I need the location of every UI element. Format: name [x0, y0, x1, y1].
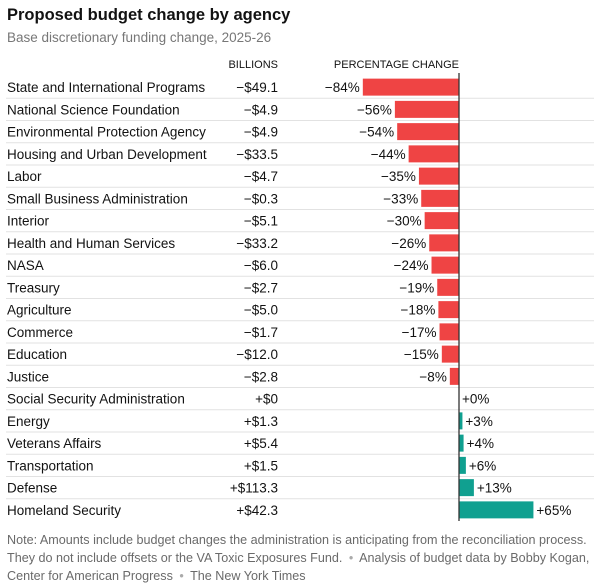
percentage-bar: [459, 412, 463, 430]
separator-dot: •: [179, 569, 184, 583]
percentage-label: +65%: [536, 503, 571, 518]
percentage-bar: [459, 456, 466, 474]
agency-label: Education: [7, 347, 67, 362]
percentage-label: −8%: [419, 369, 446, 384]
percentage-column-header: PERCENTAGE CHANGE: [334, 59, 459, 71]
billions-value: +$113.3: [230, 481, 278, 496]
agency-label: Treasury: [7, 280, 60, 295]
billions-value: −$33.5: [236, 147, 278, 162]
percentage-bar: [441, 345, 459, 363]
percentage-label: +3%: [465, 414, 492, 429]
source-text: Analysis of budget data by Bobby Kogan, …: [7, 551, 590, 583]
percentage-label: +13%: [477, 481, 512, 496]
percentage-bar: [438, 301, 459, 319]
billions-value: −$33.2: [236, 236, 278, 251]
agency-label: State and International Programs: [7, 80, 205, 95]
chart-subtitle: Base discretionary funding change, 2025-…: [7, 30, 272, 45]
agency-label: Defense: [7, 481, 57, 496]
percentage-label: +4%: [467, 436, 494, 451]
percentage-bar: [449, 367, 459, 385]
percentage-bar: [459, 479, 474, 497]
agency-label: Environmental Protection Agency: [7, 125, 206, 140]
percentage-label: −30%: [387, 214, 422, 229]
footnote: Note: Amounts include budget changes the…: [7, 531, 595, 585]
agency-label: Veterans Affairs: [7, 436, 102, 451]
credit-text: The New York Times: [190, 569, 306, 583]
billions-value: +$42.3: [236, 503, 278, 518]
billions-value: −$1.7: [244, 325, 278, 340]
percentage-bar: [459, 501, 534, 519]
percentage-bar: [429, 234, 459, 252]
billions-value: −$12.0: [236, 347, 278, 362]
billions-value: −$5.1: [244, 214, 278, 229]
agency-label: Labor: [7, 169, 42, 184]
percentage-bar: [439, 323, 459, 341]
agency-label: Health and Human Services: [7, 236, 175, 251]
billions-value: −$0.3: [244, 191, 278, 206]
billions-value: −$49.1: [236, 80, 278, 95]
percentage-label: −84%: [325, 80, 360, 95]
percentage-label: −15%: [404, 347, 439, 362]
agency-label: Commerce: [7, 325, 73, 340]
billions-value: −$4.9: [244, 125, 278, 140]
agency-label: Interior: [7, 214, 50, 229]
percentage-label: −18%: [400, 303, 435, 318]
agency-label: Energy: [7, 414, 50, 429]
agency-label: Agriculture: [7, 303, 72, 318]
percentage-bar: [408, 145, 459, 163]
percentage-bar: [362, 78, 459, 96]
billions-value: +$1.5: [244, 458, 278, 473]
note-text: Note: Amounts include budget changes the…: [7, 533, 587, 565]
percentage-label: −35%: [381, 169, 416, 184]
agency-label: Justice: [7, 369, 49, 384]
agency-label: Housing and Urban Development: [7, 147, 207, 162]
percentage-label: −54%: [359, 125, 394, 140]
percentage-bar: [424, 212, 459, 230]
billions-value: +$5.4: [244, 436, 279, 451]
agency-label: NASA: [7, 258, 44, 273]
percentage-label: −24%: [394, 258, 429, 273]
percentage-bar: [418, 167, 459, 185]
percentage-label: −17%: [402, 325, 437, 340]
agency-label: Transportation: [7, 458, 94, 473]
percentage-label: −33%: [383, 191, 418, 206]
percentage-bar: [394, 100, 459, 118]
percentage-label: +6%: [469, 458, 496, 473]
percentage-label: −44%: [371, 147, 406, 162]
billions-value: −$2.7: [244, 280, 278, 295]
separator-dot: •: [348, 551, 354, 565]
agency-label: Small Business Administration: [7, 191, 188, 206]
billions-value: +$0: [255, 392, 278, 407]
percentage-label: +0%: [462, 392, 489, 407]
chart-title: Proposed budget change by agency: [7, 6, 291, 24]
billions-value: +$1.3: [244, 414, 278, 429]
percentage-label: −26%: [391, 236, 426, 251]
percentage-bar: [397, 123, 459, 141]
percentage-label: −56%: [357, 102, 392, 117]
billions-value: −$5.0: [244, 303, 278, 318]
billions-value: −$6.0: [244, 258, 278, 273]
agency-label: Homeland Security: [7, 503, 121, 518]
percentage-bar: [431, 256, 459, 274]
billions-column-header: BILLIONS: [228, 59, 278, 71]
agency-label: Social Security Administration: [7, 392, 185, 407]
agency-label: National Science Foundation: [7, 102, 180, 117]
billions-value: −$2.8: [244, 369, 278, 384]
percentage-label: −19%: [399, 280, 434, 295]
percentage-bar: [437, 278, 459, 296]
billions-value: −$4.7: [244, 169, 278, 184]
percentage-bar: [421, 189, 459, 207]
percentage-bar: [459, 434, 464, 452]
billions-value: −$4.9: [244, 102, 278, 117]
budget-bar-chart: BILLIONS PERCENTAGE CHANGE State and Int…: [6, 59, 594, 521]
